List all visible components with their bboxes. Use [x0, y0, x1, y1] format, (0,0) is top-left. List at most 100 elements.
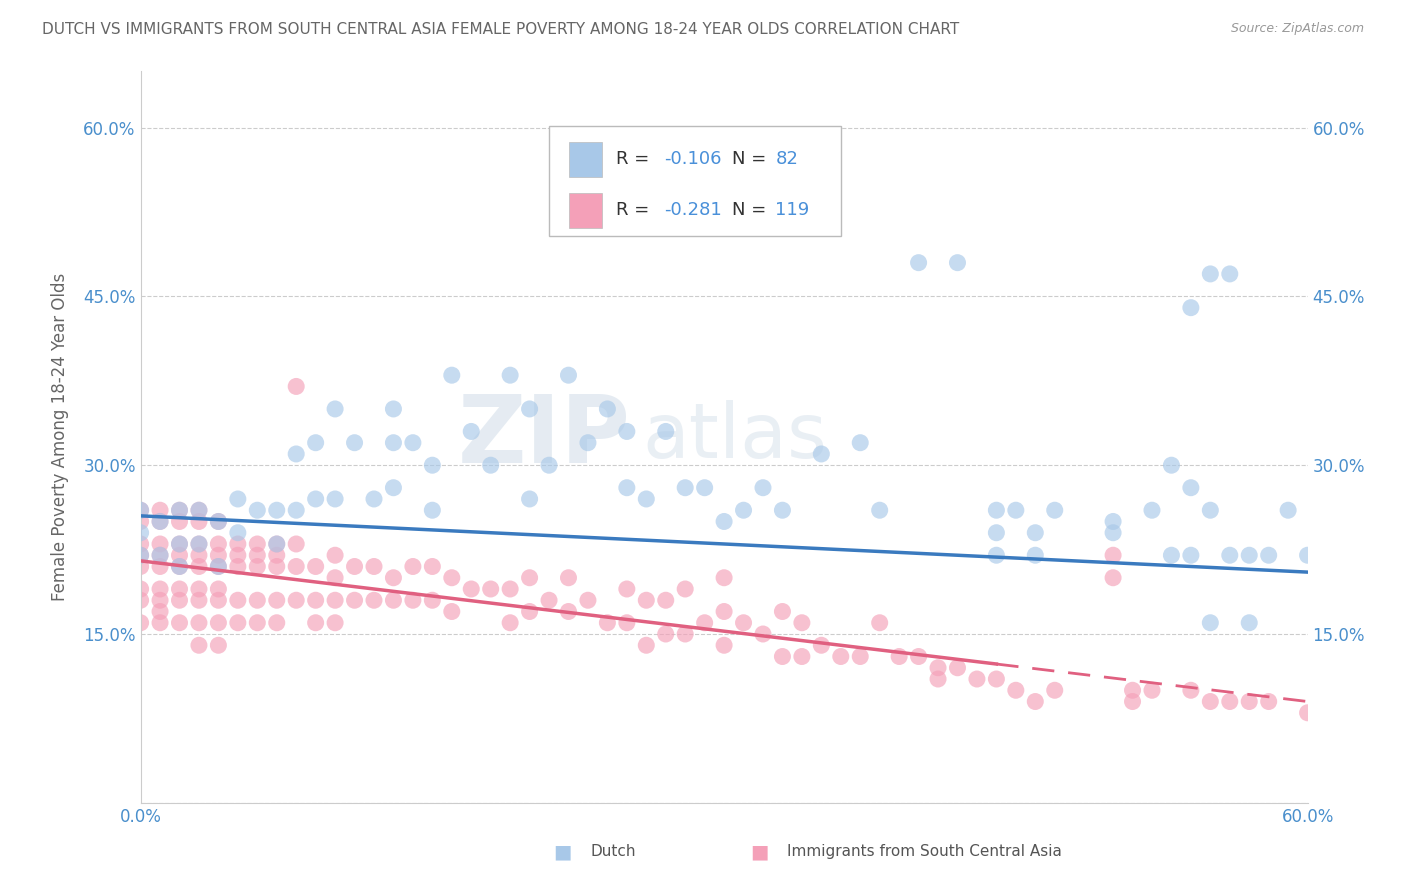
- Point: [519, 491, 541, 506]
- Point: [246, 537, 269, 551]
- Point: [1180, 481, 1202, 495]
- Point: [557, 605, 579, 619]
- Point: [169, 503, 191, 517]
- Point: [1199, 615, 1222, 630]
- Point: [655, 425, 678, 439]
- Point: [596, 401, 619, 416]
- Point: [927, 672, 949, 686]
- Point: [129, 503, 152, 517]
- Point: [188, 503, 211, 517]
- Point: [869, 503, 891, 517]
- Point: [693, 615, 716, 630]
- Point: [363, 491, 385, 506]
- Text: 119: 119: [776, 201, 810, 219]
- Text: -0.281: -0.281: [665, 201, 723, 219]
- Point: [889, 649, 911, 664]
- Point: [285, 503, 308, 517]
- Point: [557, 368, 579, 383]
- Point: [343, 559, 366, 574]
- Point: [207, 515, 229, 529]
- Point: [188, 537, 211, 551]
- Point: [499, 615, 522, 630]
- Point: [1005, 503, 1028, 517]
- Text: atlas: atlas: [643, 401, 827, 474]
- Point: [616, 582, 638, 596]
- Point: [849, 435, 872, 450]
- Point: [1005, 683, 1028, 698]
- Point: [169, 582, 191, 596]
- Point: [636, 491, 658, 506]
- Point: [246, 548, 269, 562]
- Point: [616, 481, 638, 495]
- Point: [440, 571, 463, 585]
- Point: [673, 481, 696, 495]
- Point: [636, 593, 658, 607]
- Point: [1219, 548, 1241, 562]
- Point: [382, 401, 405, 416]
- Point: [499, 582, 522, 596]
- Point: [636, 638, 658, 652]
- Point: [1102, 525, 1125, 540]
- Point: [1199, 694, 1222, 708]
- Point: [266, 593, 288, 607]
- Point: [149, 515, 172, 529]
- Point: [285, 537, 308, 551]
- Point: [323, 401, 346, 416]
- Point: [1160, 548, 1182, 562]
- Point: [713, 177, 735, 191]
- Point: [382, 481, 405, 495]
- Text: Source: ZipAtlas.com: Source: ZipAtlas.com: [1230, 22, 1364, 36]
- Point: [169, 548, 191, 562]
- Point: [149, 548, 172, 562]
- Point: [1199, 267, 1222, 281]
- Point: [169, 537, 191, 551]
- Point: [1296, 548, 1319, 562]
- Text: N =: N =: [733, 150, 772, 168]
- Point: [305, 559, 328, 574]
- Point: [226, 548, 249, 562]
- Point: [149, 548, 172, 562]
- Point: [849, 649, 872, 664]
- Point: [207, 559, 229, 574]
- Point: [713, 605, 735, 619]
- FancyBboxPatch shape: [548, 126, 841, 235]
- Point: [1140, 683, 1163, 698]
- Text: DUTCH VS IMMIGRANTS FROM SOUTH CENTRAL ASIA FEMALE POVERTY AMONG 18-24 YEAR OLDS: DUTCH VS IMMIGRANTS FROM SOUTH CENTRAL A…: [42, 22, 959, 37]
- Point: [169, 559, 191, 574]
- Point: [169, 503, 191, 517]
- Point: [169, 537, 191, 551]
- Point: [519, 401, 541, 416]
- Point: [986, 672, 1008, 686]
- Point: [752, 481, 775, 495]
- Point: [733, 503, 755, 517]
- Point: [1257, 548, 1279, 562]
- Point: [907, 649, 929, 664]
- Point: [422, 593, 444, 607]
- Text: Dutch: Dutch: [591, 845, 636, 859]
- Point: [285, 447, 308, 461]
- Point: [402, 435, 425, 450]
- Point: [1160, 458, 1182, 473]
- Point: [1199, 503, 1222, 517]
- Point: [169, 593, 191, 607]
- Point: [129, 582, 152, 596]
- Point: [363, 593, 385, 607]
- Point: [576, 593, 599, 607]
- Text: ■: ■: [749, 842, 769, 862]
- Point: [616, 615, 638, 630]
- Point: [673, 627, 696, 641]
- Point: [1219, 694, 1241, 708]
- Point: [946, 661, 969, 675]
- Point: [149, 615, 172, 630]
- Point: [363, 559, 385, 574]
- Point: [188, 503, 211, 517]
- Point: [266, 537, 288, 551]
- Text: R =: R =: [616, 201, 655, 219]
- Point: [323, 593, 346, 607]
- Point: [1043, 503, 1066, 517]
- Point: [323, 548, 346, 562]
- Point: [188, 582, 211, 596]
- Point: [1239, 694, 1261, 708]
- Point: [1043, 683, 1066, 698]
- Text: R =: R =: [616, 150, 655, 168]
